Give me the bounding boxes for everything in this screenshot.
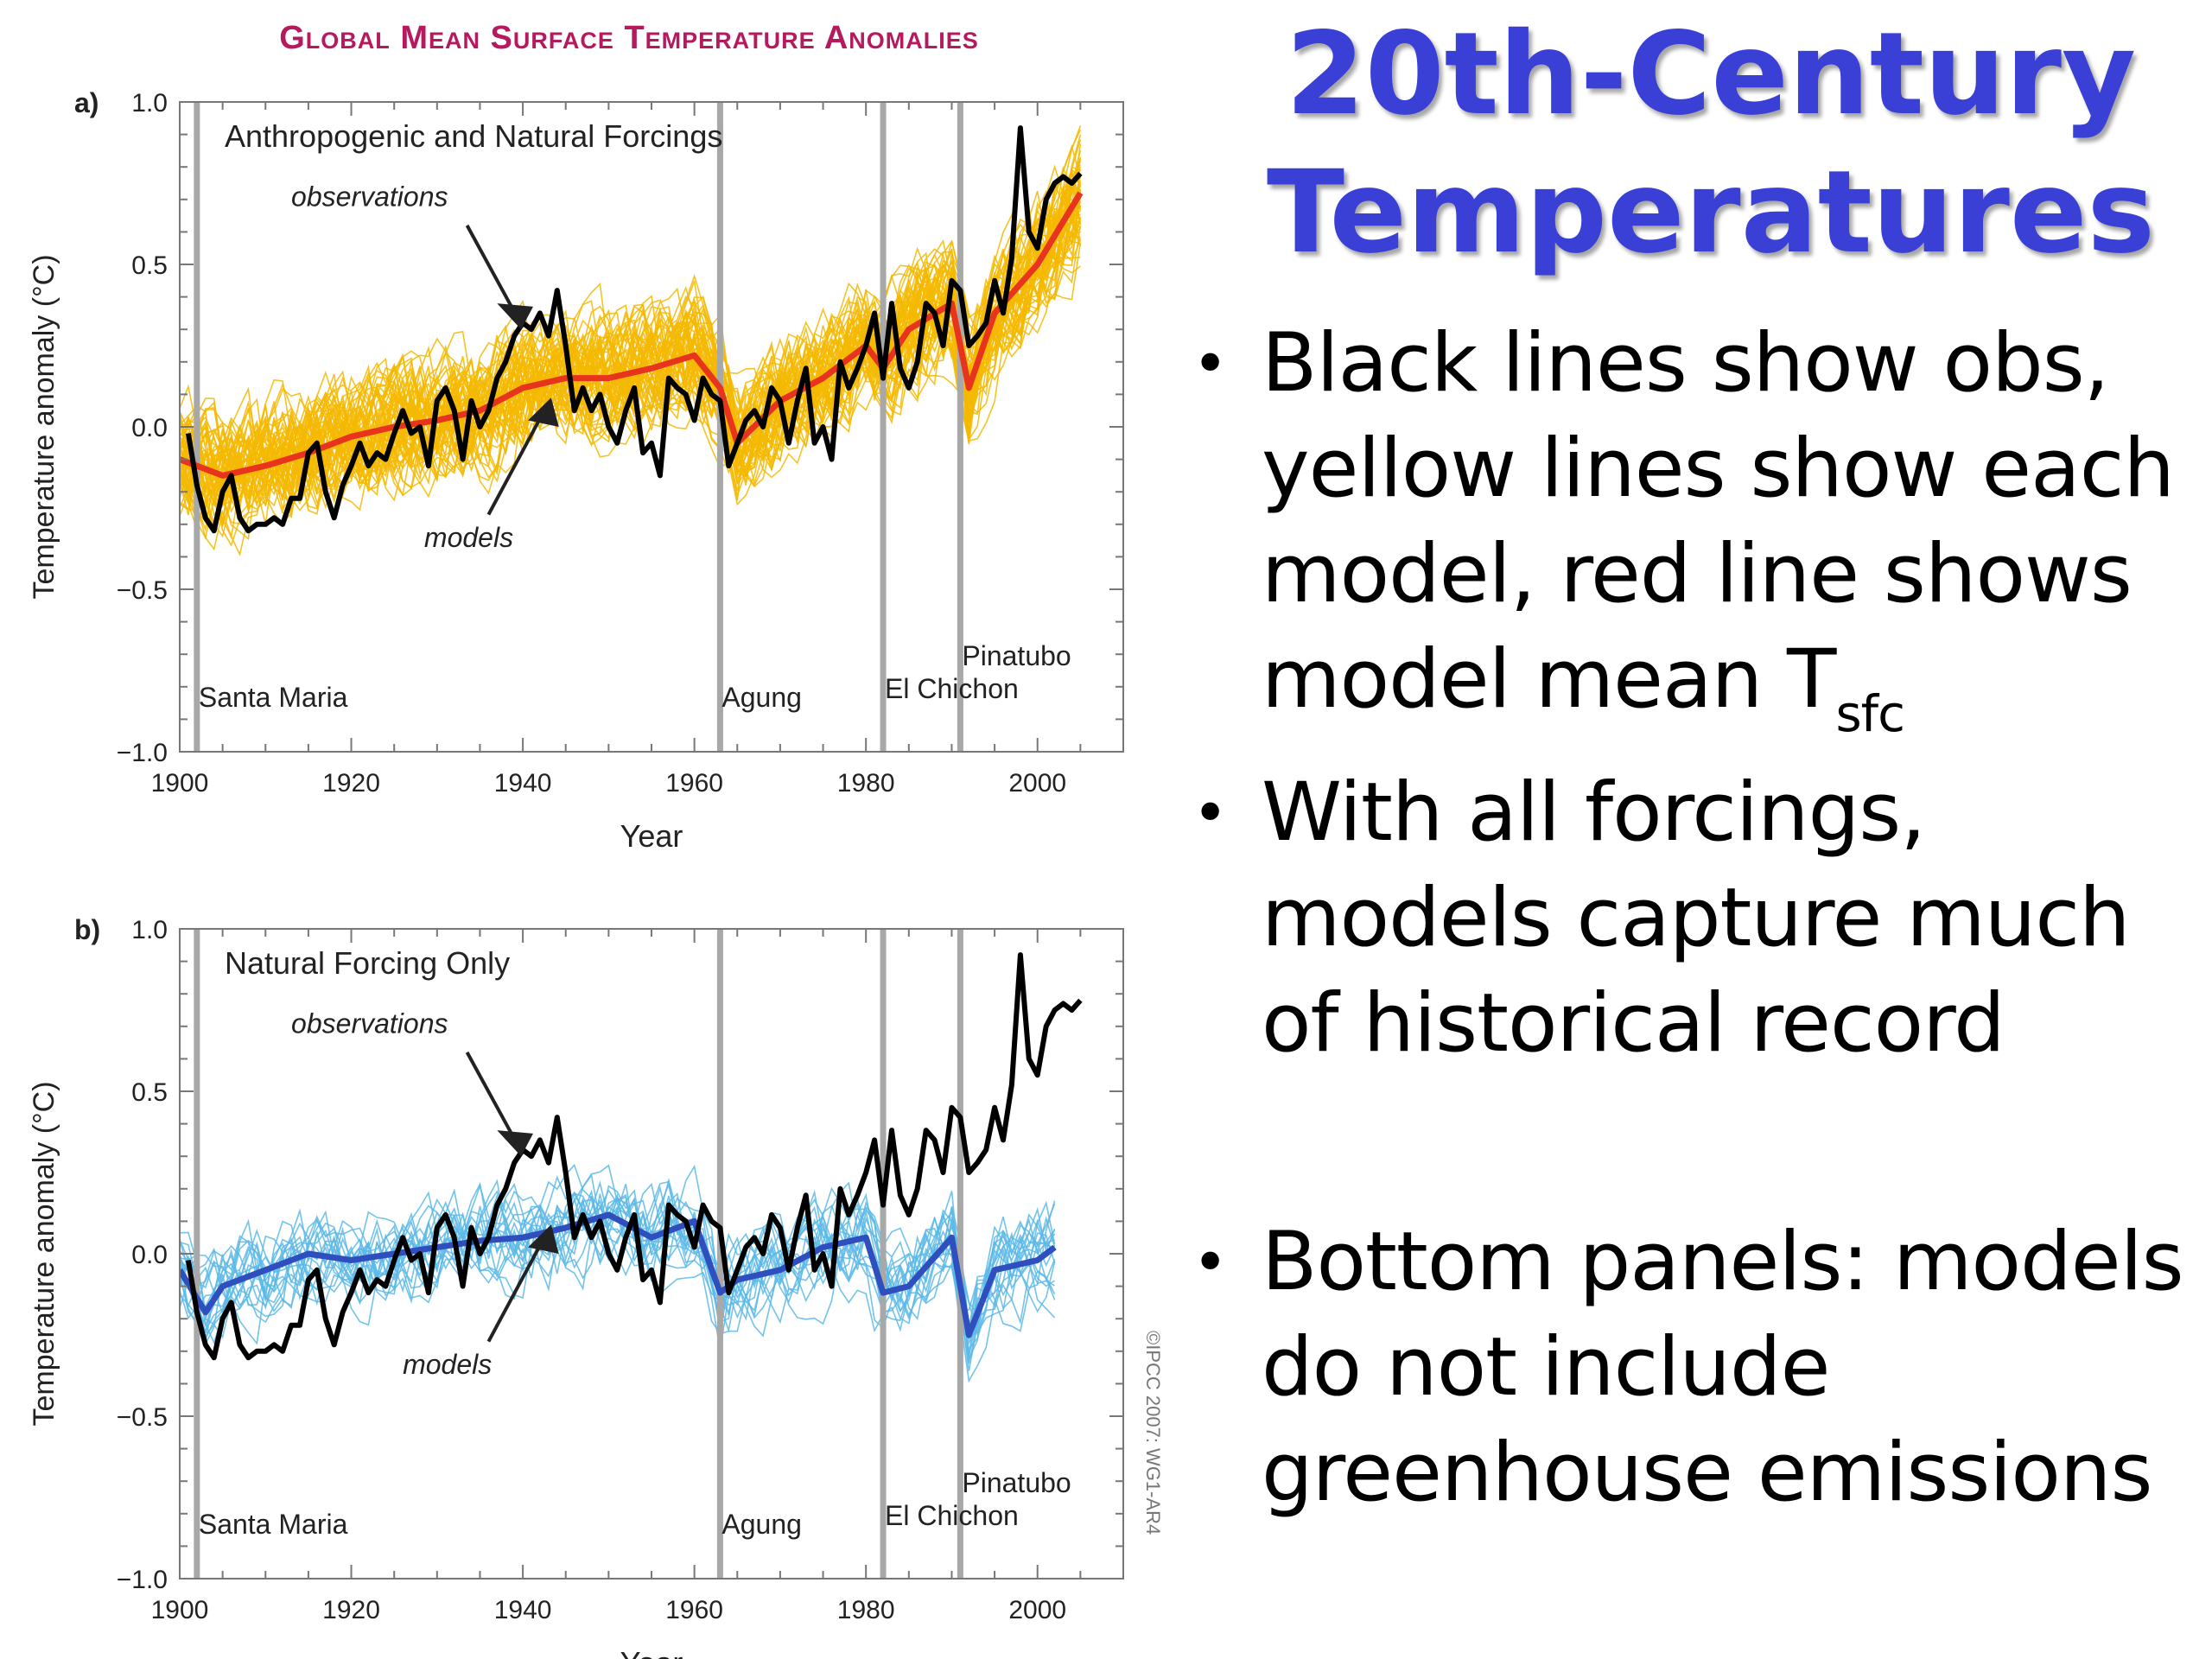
slide-title-line-2: Temperatures (1266, 146, 2156, 279)
observations-line (185, 952, 1083, 1361)
panel-a: −1.0 −0.5 0.0 0.5 1.0 1900 1920 1940 1960 1980 200… (28, 87, 1124, 854)
y-axis-label: Temperature anomaly (°C) (28, 254, 60, 599)
models-arrow-head (528, 397, 559, 427)
x-tick-label: 1920 (322, 769, 380, 798)
model-run-line (180, 1189, 1056, 1346)
y-tick-label: 0.5 (131, 251, 168, 280)
observations-annotation: observations (291, 181, 448, 212)
volcano-label-pinatubo: Pinatubo (962, 640, 1071, 671)
model-mean-line (180, 1211, 1057, 1338)
bullet-1-line-4-main: model mean T (1262, 632, 1836, 727)
volcano-label-el-chichon: El Chichon (885, 673, 1019, 704)
bullet-2-line-1: With all forcings, (1262, 766, 1926, 860)
observations-arrow (465, 224, 520, 321)
x-tick-label: 1940 (494, 1596, 552, 1624)
volcano-label-el-chichon: El Chichon (885, 1500, 1019, 1531)
y-tick-label: −1.0 (117, 1566, 168, 1594)
volcano-label-santa-maria: Santa Maria (199, 682, 348, 713)
model-run-line (180, 1163, 1056, 1332)
tsfc-subscript: sfc (1835, 684, 1905, 743)
bullet-3-line-3: greenhouse emissions (1262, 1426, 2152, 1520)
volcano-label-agung: Agung (721, 1509, 802, 1540)
bullet-1-line-1: Black lines show obs, (1262, 316, 2110, 410)
panel-b: −1.0 −0.5 0.0 0.5 1.0 1900 1920 1940 1960 1980 200… (28, 914, 1124, 1659)
x-tick-label: 1960 (665, 769, 723, 798)
bullet-dot-icon: • (1192, 328, 1228, 399)
panel-label: b) (74, 914, 100, 945)
x-tick-label: 1920 (322, 1596, 380, 1624)
volcano-label-santa-maria: Santa Maria (199, 1509, 348, 1540)
bullet-3-line-1: Bottom panels: models (1262, 1215, 2184, 1309)
y-tick-label: −0.5 (117, 1403, 168, 1432)
observations-arrow-head (497, 303, 534, 330)
bullet-1-line-4: model mean Tsfc (1262, 627, 2203, 743)
x-tick-label: 2000 (1008, 769, 1066, 798)
panel-label: a) (74, 87, 99, 118)
model-run-line (180, 1181, 1056, 1362)
y-tick-label: 0.0 (131, 414, 168, 442)
observations-annotation: observations (291, 1007, 448, 1039)
model-run-line (180, 1189, 1056, 1345)
y-axis-label: Temperature anomaly (°C) (28, 1081, 60, 1426)
figure-title: Global Mean Surface Temperature Anomalie… (279, 20, 979, 56)
model-run-line (180, 211, 1082, 499)
observations-line (185, 125, 1083, 534)
ipcc-figure: Global Mean Surface Temperature Anomalie… (28, 20, 1164, 1659)
x-tick-label: 1960 (665, 1596, 723, 1624)
model-run-line (180, 1164, 1056, 1339)
y-tick-label: 1.0 (131, 916, 168, 944)
bullet-3-line-2: do not include (1262, 1320, 1830, 1414)
models-arrow-head (528, 1224, 559, 1254)
models-annotation: models (403, 1349, 492, 1380)
x-axis-label: Year (620, 818, 683, 854)
models-arrow (486, 410, 546, 516)
bullet-dot-icon: • (1192, 778, 1228, 849)
bullet-1-line-2: yellow lines show each (1262, 422, 2175, 516)
bullet-list: • Black lines show obs, yellow lines sho… (1175, 0, 2212, 1659)
bullet-1-line-3: model, red line shows (1262, 527, 2133, 621)
bullet-2-line-3: of historical record (1262, 976, 2005, 1071)
model-run-line (180, 1181, 1055, 1356)
copyright-label: ©IPCC 2007: WG1-AR4 (1142, 1331, 1164, 1535)
x-tick-label: 1980 (837, 1596, 895, 1624)
y-tick-label: 1.0 (131, 89, 168, 118)
y-tick-label: 0.5 (131, 1078, 168, 1107)
x-tick-label: 2000 (1008, 1596, 1066, 1624)
model-run-line (180, 223, 1081, 507)
model-mean-line (180, 191, 1084, 479)
x-tick-label: 1980 (837, 769, 895, 798)
slide-title-line-1: 20th-Century (1285, 8, 2137, 141)
y-tick-label: −1.0 (117, 739, 168, 767)
model-run-line (180, 231, 1081, 502)
volcano-label-agung: Agung (721, 682, 802, 713)
y-tick-label: 0.0 (131, 1241, 168, 1269)
x-tick-label: 1900 (151, 1596, 209, 1624)
y-tick-label: −0.5 (117, 576, 168, 605)
bullet-2-line-2: models capture much (1262, 871, 2131, 965)
model-run-line (180, 1180, 1056, 1364)
observations-arrow-head (497, 1130, 534, 1157)
bullet-dot-icon: • (1192, 1227, 1228, 1298)
slide-title: 20th-Century Temperatures (1236, 5, 2186, 282)
panel-title: Anthropogenic and Natural Forcings (225, 118, 722, 154)
volcano-label-pinatubo: Pinatubo (962, 1467, 1071, 1498)
models-arrow (486, 1236, 546, 1343)
x-tick-label: 1900 (151, 769, 209, 798)
x-tick-label: 1940 (494, 769, 552, 798)
model-run-line (180, 1219, 1056, 1340)
x-axis-label: Year (620, 1645, 683, 1659)
observations-arrow (465, 1051, 520, 1147)
panel-title: Natural Forcing Only (225, 945, 510, 981)
models-annotation: models (424, 522, 513, 553)
